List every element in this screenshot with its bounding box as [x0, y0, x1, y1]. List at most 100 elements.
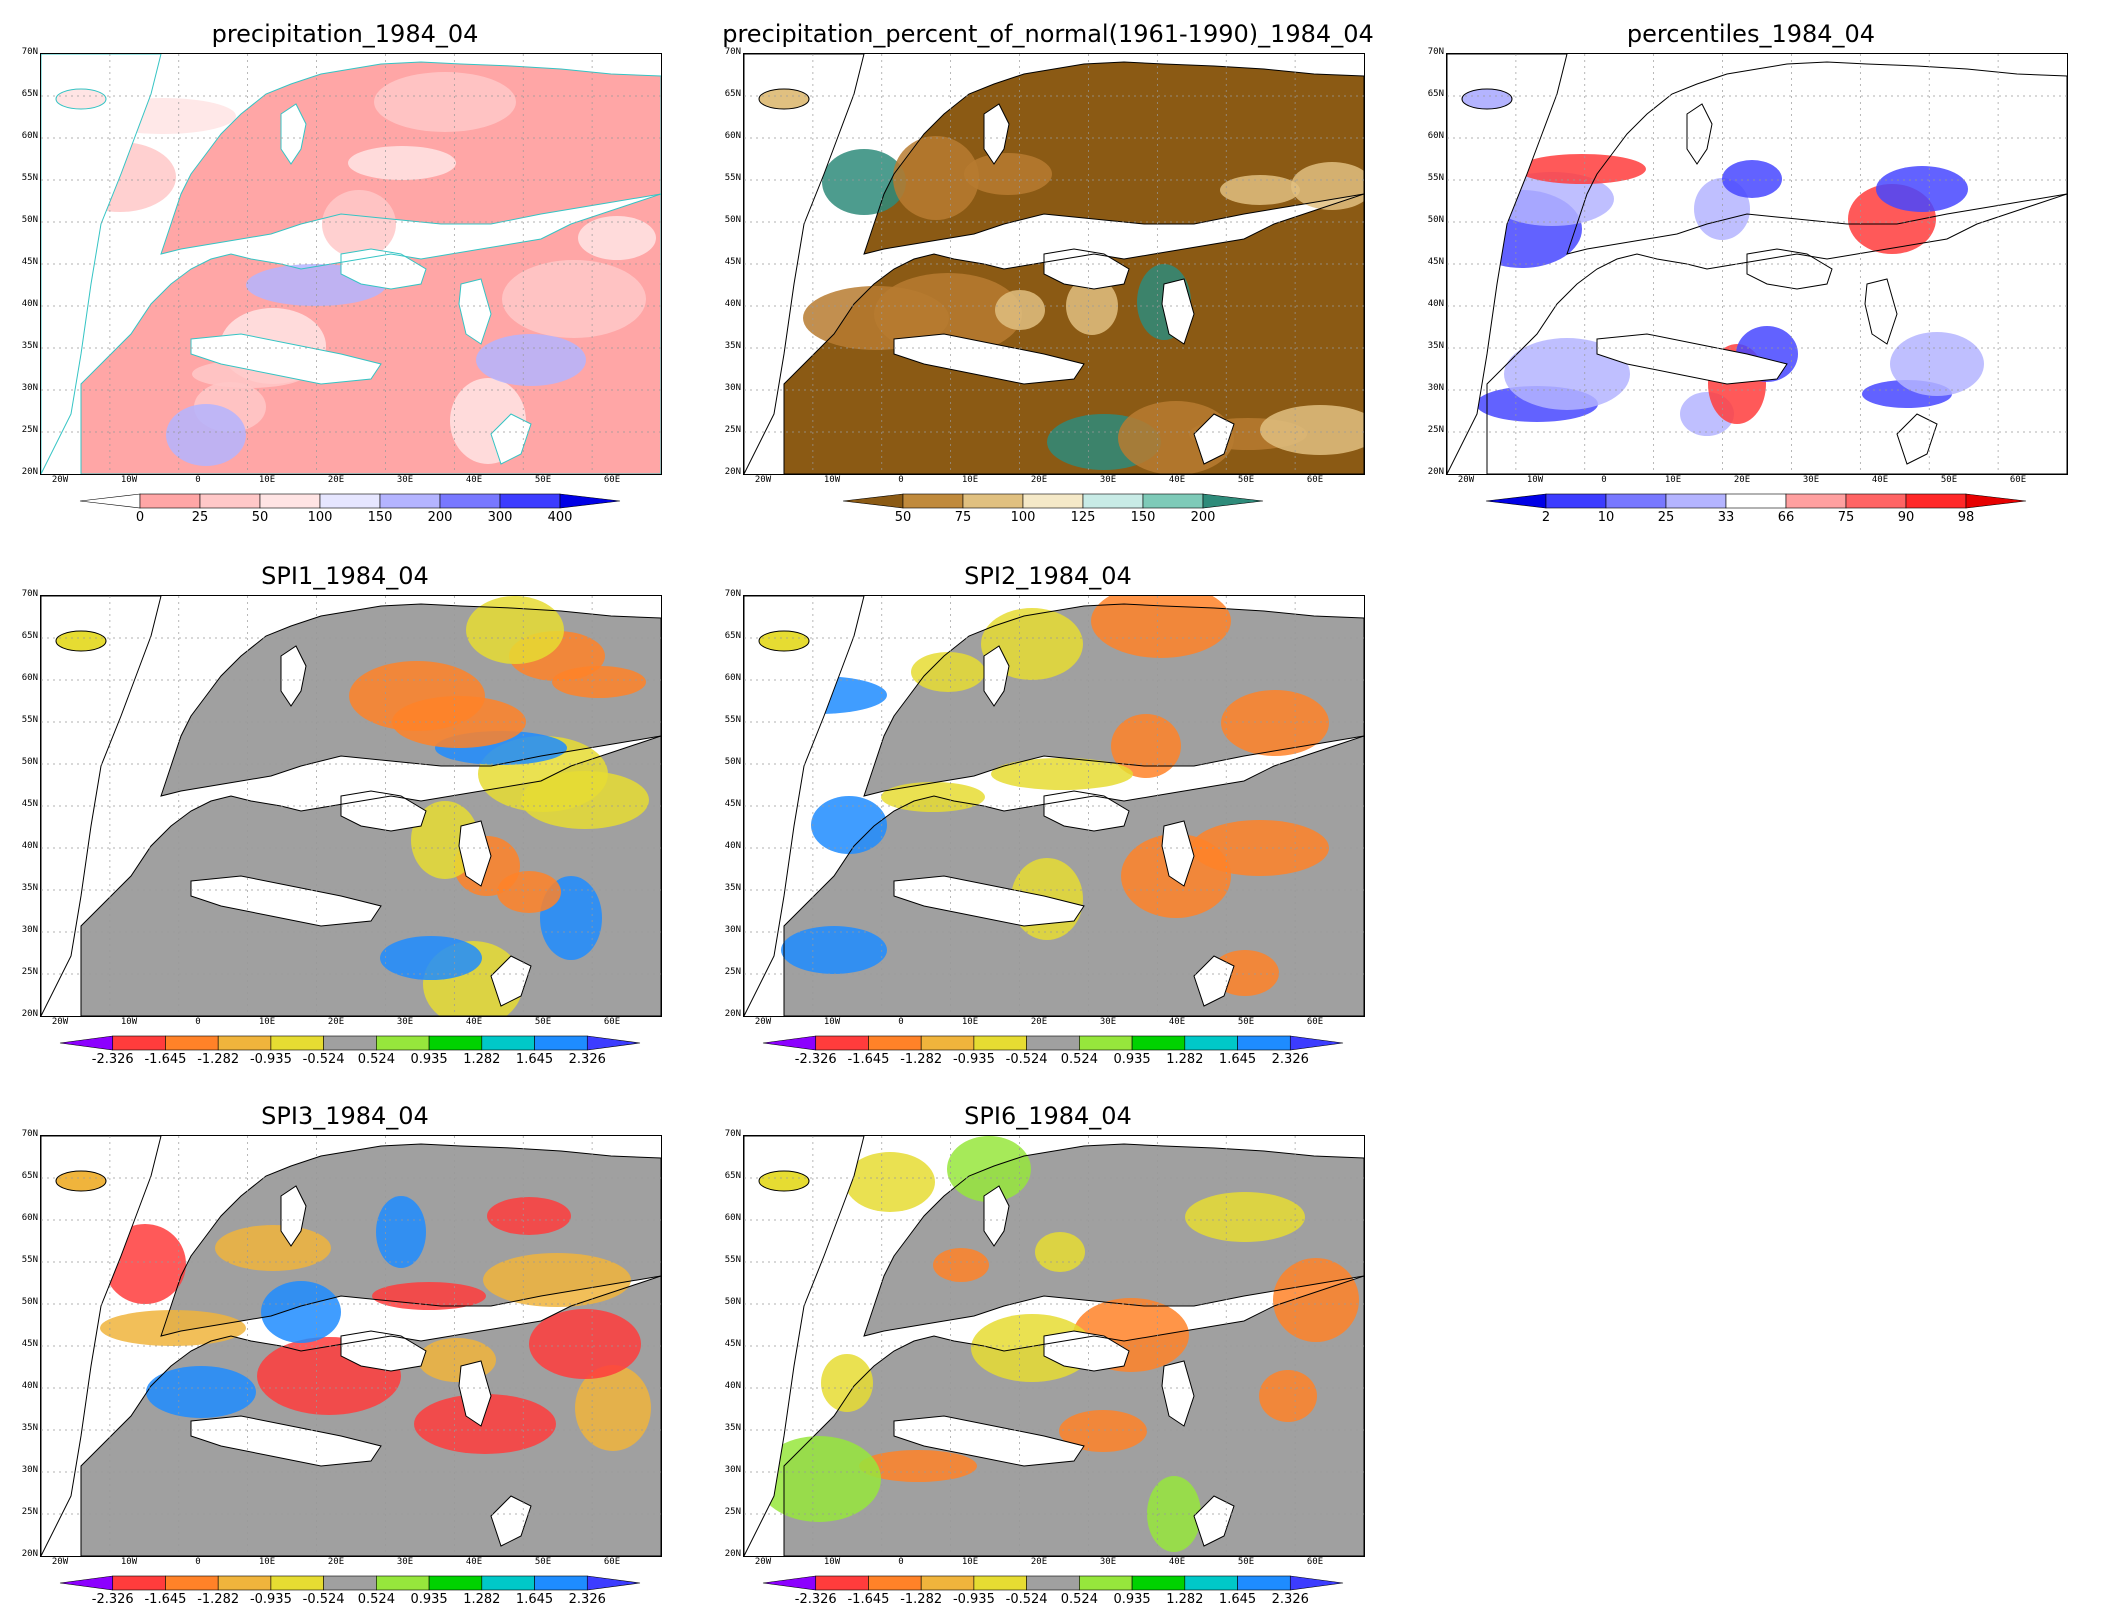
colorbar-swatch — [112, 1575, 166, 1591]
latitude-tick-label: 60N — [21, 1213, 38, 1223]
coastline — [1486, 193, 2067, 474]
colorbar-label: -0.524 — [302, 1592, 345, 1607]
colorbar-label: -2.326 — [794, 1052, 837, 1067]
colorbar-label: 66 — [1777, 510, 1795, 525]
colorbar-swatch — [902, 493, 964, 509]
field-region — [100, 1310, 246, 1346]
latitude-tick-label: 55N — [21, 173, 38, 183]
colorbar-swatch — [139, 493, 201, 509]
sea-area — [1596, 333, 1788, 385]
latitude-tick-label: 55N — [21, 715, 38, 725]
latitude-tick-label: 20N — [21, 1009, 38, 1019]
map-canvas — [41, 1136, 661, 1556]
latitude-tick-label: 70N — [724, 47, 741, 57]
colorbar-swatch — [868, 1575, 922, 1591]
latitude-tick-label: 50N — [21, 757, 38, 767]
map-title: precipitation_percent_of_normal(1961-199… — [722, 20, 1374, 48]
longitude-tick-label: 20E — [1733, 475, 1751, 485]
field-region — [1876, 166, 1968, 212]
colorbar-swatch — [379, 493, 441, 509]
latitude-tick-label: 20N — [21, 467, 38, 477]
colorbar-swatch — [1725, 493, 1787, 509]
iceland-shape — [758, 88, 810, 110]
colorbar-label: -1.282 — [197, 1592, 240, 1607]
ocean-area — [744, 54, 865, 474]
longitude-tick-label: 30E — [1099, 1017, 1117, 1027]
latitude-tick-label: 40N — [1427, 299, 1444, 309]
colorbar-swatch — [1905, 493, 1967, 509]
map-frame — [40, 1135, 662, 1557]
colorbar-label: 2.326 — [1271, 1592, 1309, 1607]
sea-area — [458, 1360, 492, 1427]
sea-area — [893, 333, 1085, 385]
latitude-tick-label: 20N — [724, 1549, 741, 1559]
longitude-tick-label: 20W — [754, 475, 772, 485]
latitude-tick-label: 25N — [724, 425, 741, 435]
latitude-tick-label: 35N — [724, 1423, 741, 1433]
latitude-tick-label: 70N — [724, 589, 741, 599]
colorbar-swatch — [499, 493, 561, 509]
colorbar-label: 100 — [1010, 510, 1036, 525]
colorbar-swatch — [842, 493, 904, 509]
longitude-tick-label: 20E — [327, 1557, 345, 1567]
sea-area — [1686, 103, 1713, 165]
latitude-tick-label: 35N — [21, 1423, 38, 1433]
latitude-tick-label: 55N — [724, 715, 741, 725]
longitude-tick-label: 50E — [1940, 475, 1958, 485]
field-region — [376, 1196, 426, 1268]
sea-area — [1864, 278, 1898, 345]
colorbar-swatch — [559, 493, 621, 509]
field-region — [859, 1450, 977, 1482]
colorbar-swatch — [1142, 493, 1204, 509]
colorbar-label: -0.935 — [952, 1052, 995, 1067]
latitude-tick-label: 25N — [21, 1507, 38, 1517]
iceland-shape — [758, 630, 810, 652]
longitude-tick-label: 30E — [1099, 1557, 1117, 1567]
latitude-tick-label: 65N — [724, 631, 741, 641]
ocean-area — [41, 596, 162, 1016]
colorbar-swatch — [1289, 1575, 1344, 1591]
colorbar-swatch — [1184, 1035, 1238, 1051]
coastline — [160, 61, 661, 255]
colorbar-label: 25 — [1657, 510, 1675, 525]
colorbar — [59, 1035, 641, 1051]
map-title: SPI3_1984_04 — [261, 1102, 429, 1130]
colorbar-label: -0.524 — [302, 1052, 345, 1067]
latitude-tick-label: 40N — [21, 841, 38, 851]
colorbar-label: 150 — [367, 510, 393, 525]
panel-precipitation: precipitation_1984_04 70N 65N 60N 55N 50N 45N 4… — [0, 18, 690, 538]
longitude-tick-label: 0 — [898, 1557, 904, 1567]
map-title: SPI1_1984_04 — [261, 562, 429, 590]
colorbar-label: 98 — [1957, 510, 1975, 525]
colorbar-swatch — [1184, 1575, 1238, 1591]
longitude-tick-label: 10W — [823, 1017, 841, 1027]
colorbar-swatch — [1965, 493, 2027, 509]
field-region — [529, 1309, 641, 1379]
longitude-tick-label: 20E — [1030, 1557, 1048, 1567]
colorbar-label: 200 — [1190, 510, 1216, 525]
colorbar-swatch — [1082, 493, 1144, 509]
sea-area — [893, 875, 1085, 927]
sea-area — [280, 645, 307, 707]
field-region — [1059, 1410, 1147, 1452]
field-region — [821, 1354, 873, 1412]
map-frame — [1446, 53, 2068, 475]
latitude-tick-label: 40N — [724, 1381, 741, 1391]
colorbar-swatch — [199, 493, 261, 509]
field-region — [476, 334, 586, 386]
colorbar-label: -0.935 — [952, 1592, 995, 1607]
latitude-tick-label: 45N — [21, 257, 38, 267]
latitude-tick-label: 30N — [21, 1465, 38, 1475]
latitude-tick-label: 60N — [21, 673, 38, 683]
colorbar — [79, 493, 621, 509]
latitude-tick-label: 35N — [1427, 341, 1444, 351]
latitude-tick-label: 30N — [724, 925, 741, 935]
colorbar — [59, 1575, 641, 1591]
latitude-tick-label: 65N — [21, 631, 38, 641]
longitude-tick-label: 40E — [1168, 475, 1186, 485]
land-area — [864, 62, 1364, 254]
sea-area — [1161, 278, 1195, 345]
field-region — [261, 1281, 341, 1343]
colorbar-label: -1.645 — [847, 1052, 890, 1067]
latitude-tick-label: 20N — [21, 1549, 38, 1559]
